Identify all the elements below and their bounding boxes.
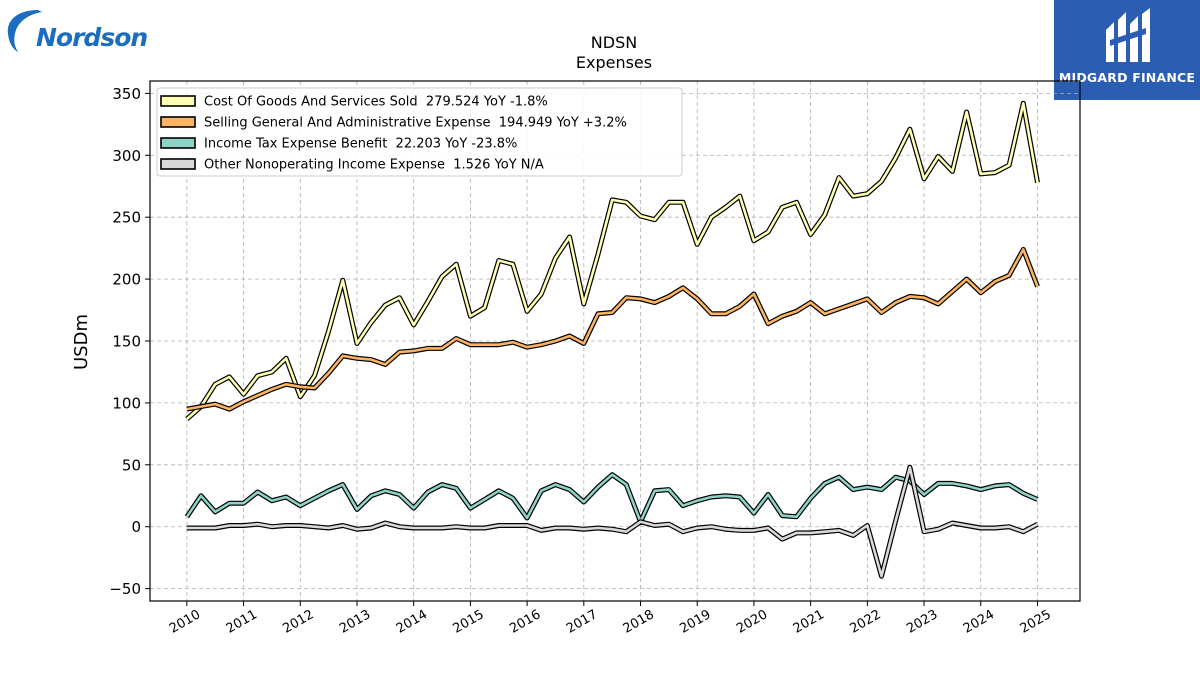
nordson-logo: Nordson (4, 6, 154, 58)
y-axis: −50 0 50 100 150 200 250 300 350 (109, 85, 150, 598)
y-tick-label: 200 (112, 271, 141, 289)
x-tick-label: 2017 (564, 607, 600, 637)
x-tick-label: 2022 (848, 607, 884, 637)
x-tick-label: 2012 (280, 607, 316, 637)
legend-entry: Cost Of Goods And Services Sold 279.524 … (204, 95, 548, 110)
x-tick-label: 2013 (337, 607, 373, 637)
series-line-2 (184, 472, 1039, 525)
x-tick-label: 2010 (167, 607, 203, 637)
x-tick-label: 2020 (734, 607, 770, 637)
midgard-emblem-icon (1106, 8, 1150, 62)
y-tick-label: 100 (112, 394, 141, 412)
series-stroke (186, 465, 1039, 578)
legend-swatch (160, 158, 196, 170)
x-tick-label: 2021 (791, 607, 827, 637)
y-tick-label: 350 (112, 85, 141, 103)
x-tick-label: 2024 (961, 607, 997, 637)
chart-subtitle: Expenses (576, 53, 652, 72)
legend-swatch (160, 116, 196, 128)
y-axis-label: USDm (71, 314, 92, 370)
legend: Cost Of Goods And Services Sold 279.524 … (156, 87, 683, 177)
x-tick-label: 2025 (1018, 607, 1054, 637)
y-tick-label: 250 (112, 209, 141, 227)
nordson-logo-text: Nordson (36, 23, 148, 52)
y-tick-label: 50 (122, 456, 141, 474)
y-tick-label: 300 (112, 147, 141, 165)
series-outline (186, 246, 1040, 412)
nordson-swoosh-icon (7, 10, 42, 52)
x-tick-label: 2011 (224, 607, 260, 637)
y-tick-label: 150 (112, 333, 141, 351)
x-tick-label: 2014 (394, 607, 430, 637)
series-line-3 (186, 464, 1039, 579)
legend-swatch (160, 95, 196, 107)
chart-title: NDSN (591, 33, 637, 52)
x-tick-label: 2018 (621, 607, 657, 637)
y-tick-label: −50 (109, 580, 141, 598)
series-lines (184, 100, 1040, 579)
series-stroke (186, 102, 1039, 420)
series-stroke (186, 248, 1039, 411)
x-axis: 2010 2011 2012 2013 2014 2015 2016 2017 2018 2019… (167, 601, 1054, 637)
legend-swatch (160, 137, 196, 149)
series-line-1 (186, 246, 1040, 412)
series-line-0 (185, 100, 1040, 421)
midgard-logo-text: MIDGARD FINANCE (1058, 70, 1196, 85)
x-tick-label: 2023 (904, 607, 940, 637)
series-stroke (185, 473, 1039, 524)
midgard-finance-logo: MIDGARD FINANCE (1054, 0, 1200, 100)
x-tick-label: 2019 (677, 607, 713, 637)
x-tick-label: 2016 (507, 607, 543, 637)
legend-entry: Income Tax Expense Benefit 22.203 YoY -2… (204, 137, 517, 152)
legend-entry: Selling General And Administrative Expen… (204, 116, 627, 131)
legend-box (156, 87, 683, 177)
legend-entry: Other Nonoperating Income Expense 1.526 … (204, 158, 544, 173)
y-tick-label: 0 (131, 518, 141, 536)
x-tick-label: 2015 (451, 607, 487, 637)
